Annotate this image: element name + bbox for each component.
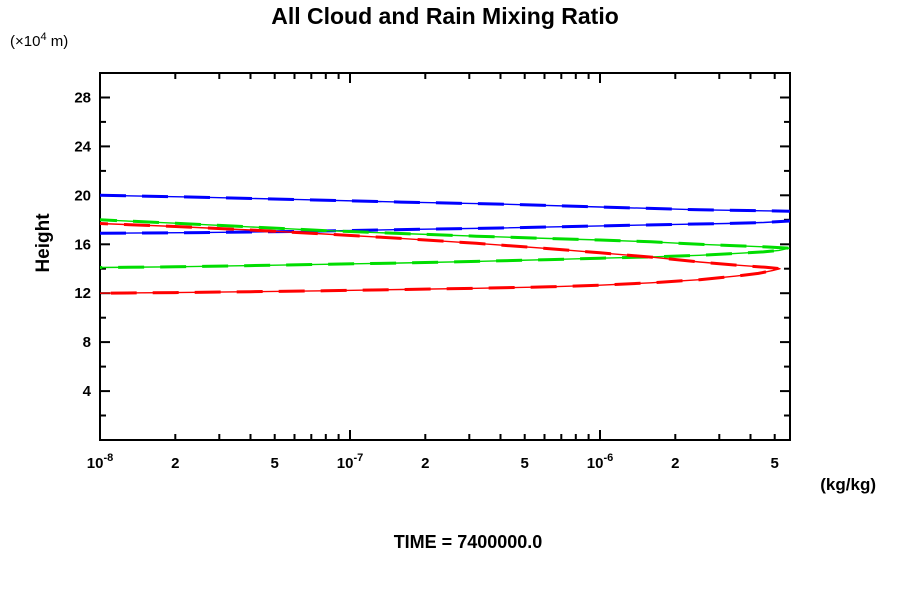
x-tick-label: 2 [671, 455, 679, 472]
series-green-bold [99, 218, 791, 269]
y-units-base: (×10 [10, 33, 41, 50]
series-blue-bold [99, 193, 790, 213]
y-units-exponent: 4 [40, 31, 47, 43]
plot-border [99, 72, 791, 441]
x-tick-label: 10-6 [587, 452, 613, 472]
x-tick-label: 5 [521, 455, 529, 472]
series-blue-bold [99, 219, 790, 235]
y-tick-label: 12 [74, 285, 91, 302]
axis-ticks [99, 74, 789, 439]
series-lines [99, 193, 791, 295]
y-units-rest: m) [46, 33, 69, 50]
x-tick-label: 2 [171, 455, 179, 472]
y-tick-label: 16 [74, 236, 91, 253]
y-axis-units: (×104 m) [10, 31, 68, 50]
x-axis-units: (kg/kg) [820, 475, 876, 494]
y-tick-label: 4 [83, 383, 92, 400]
x-tick-label: 10-7 [337, 452, 363, 472]
time-label: TIME = 7400000.0 [393, 532, 543, 552]
y-axis-label: Height [33, 213, 54, 273]
x-tick-label: 2 [421, 455, 429, 472]
x-tick-label: 5 [771, 455, 779, 472]
chart-title: All Cloud and Rain Mixing Ratio [271, 3, 619, 29]
x-tick-label: 5 [271, 455, 279, 472]
x-tick-label: 10-8 [87, 452, 113, 472]
y-tick-label: 8 [83, 334, 91, 351]
y-tick-label: 24 [74, 138, 91, 155]
y-tick-label: 28 [74, 90, 91, 107]
y-tick-label: 20 [74, 187, 91, 204]
series-red-bold [99, 222, 782, 295]
